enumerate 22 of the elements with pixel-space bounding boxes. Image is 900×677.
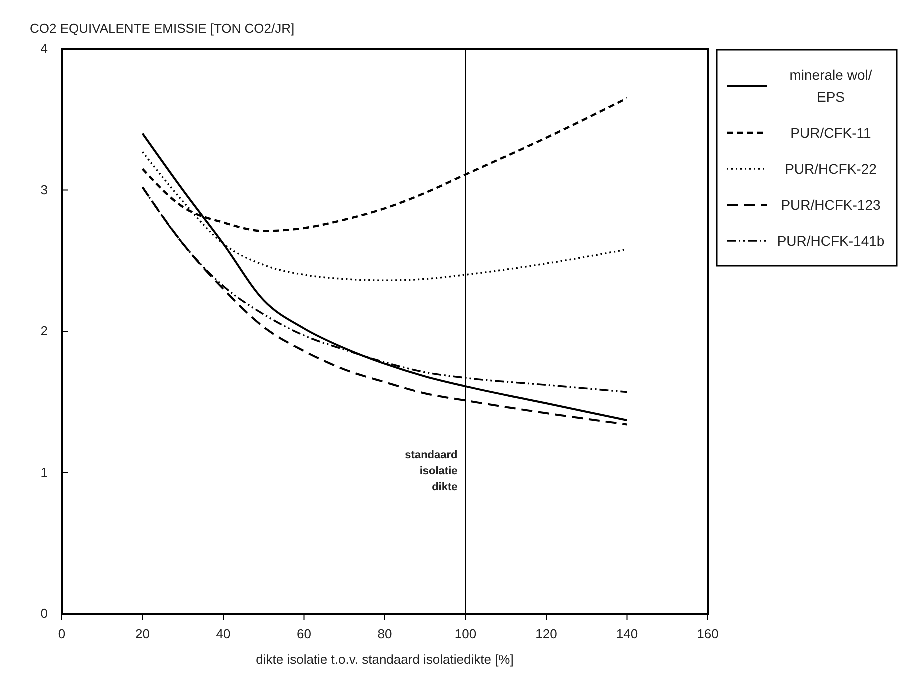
x-axis-title: dikte isolatie t.o.v. standaard isolatiedikte [%] (256, 652, 514, 667)
legend-label: PUR/HCFK-22 (784, 160, 878, 179)
y-tick-label: 4 (40, 41, 48, 56)
x-tick-label: 60 (297, 626, 312, 642)
y-tick-label: 0 (40, 606, 48, 622)
x-tick-label: 20 (136, 626, 150, 642)
legend-label: PUR/CFK-11 (790, 124, 872, 143)
x-tick-label: 120 (536, 626, 558, 642)
x-tick-label: 40 (216, 626, 231, 642)
x-tick-label: 100 (454, 626, 477, 642)
legend-label: PUR/HCFK-123 (780, 196, 882, 215)
legend-label: minerale wol/ EPS (788, 66, 874, 107)
x-tick-label: 0 (58, 626, 66, 642)
x-tick-label: 140 (616, 626, 638, 642)
y-tick-label: 1 (40, 464, 48, 480)
annotation: standaard isolatie dikte (405, 450, 458, 494)
y-tick-label: 3 (40, 182, 48, 198)
legend-label: PUR/HCFK-141b (776, 232, 886, 251)
x-tick-label: 80 (378, 626, 392, 642)
y-axis-title: CO2 EQUIVALENTE EMISSIE [TON CO2/JR] (30, 21, 295, 36)
y-tick-label: 2 (40, 324, 48, 339)
x-tick-label: 160 (697, 626, 719, 642)
